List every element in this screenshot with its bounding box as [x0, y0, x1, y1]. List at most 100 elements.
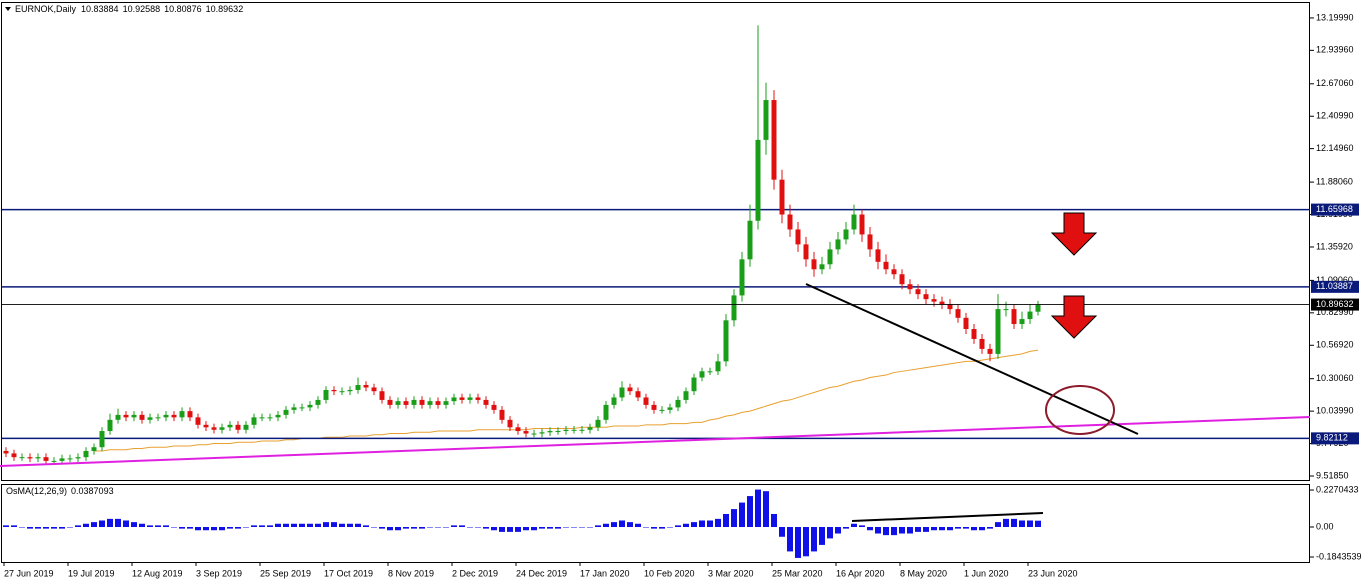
- histogram-bar: [323, 522, 329, 527]
- histogram-bar: [675, 525, 681, 527]
- candle-body: [939, 301, 945, 305]
- x-tick-label: 17 Jan 2020: [580, 568, 630, 578]
- histogram-bar: [755, 489, 761, 527]
- candle-body: [315, 399, 321, 405]
- candle-body: [843, 229, 849, 240]
- histogram-bar: [123, 520, 129, 527]
- histogram-bar: [211, 527, 217, 531]
- indicator-header: OsMA(12,26,9) 0.0387093: [6, 486, 114, 496]
- candle-body: [275, 414, 281, 418]
- histogram-bar: [371, 527, 377, 528]
- candle-body: [251, 417, 257, 425]
- histogram-bar: [67, 527, 73, 528]
- histogram-bar: [483, 527, 489, 529]
- histogram-bar: [651, 527, 657, 529]
- candle-body: [723, 320, 729, 362]
- candle-body: [587, 427, 593, 430]
- down-arrow: [1050, 295, 1098, 339]
- candle-body: [483, 399, 489, 405]
- candle-body: [19, 457, 25, 459]
- histogram-bar: [411, 527, 417, 529]
- candle-body: [75, 457, 81, 459]
- histogram-bar: [707, 520, 713, 527]
- trendline-black: [805, 283, 1139, 435]
- candle-body: [875, 249, 881, 262]
- candle-body: [571, 429, 577, 431]
- main-plot-frame: [1, 2, 1310, 481]
- x-tick-label: 24 Dec 2019: [516, 568, 567, 578]
- histogram-bar: [267, 525, 273, 527]
- chart-header: EURNOK,Daily 10.83884 10.92588 10.80876 10.8…: [15, 4, 243, 14]
- histogram-bar: [299, 523, 305, 527]
- x-tick-label: 19 Jul 2019: [68, 568, 115, 578]
- candle-body: [323, 389, 329, 400]
- histogram-bar: [731, 509, 737, 527]
- histogram-bar: [491, 527, 497, 531]
- x-tick-label: 3 Mar 2020: [708, 568, 754, 578]
- histogram-bar: [347, 523, 353, 527]
- histogram-bar: [779, 527, 785, 537]
- histogram-bar: [1003, 518, 1009, 527]
- histogram-bar: [115, 518, 121, 527]
- candle-body: [595, 419, 601, 428]
- candle-body: [419, 399, 425, 405]
- x-tick-label: 10 Feb 2020: [644, 568, 695, 578]
- histogram-bar: [827, 527, 833, 539]
- candle-body: [539, 432, 545, 434]
- histogram-bar: [83, 523, 89, 527]
- histogram-bar: [91, 522, 97, 527]
- candle-body: [555, 431, 561, 433]
- candle-body: [283, 409, 289, 415]
- histogram-bar: [435, 527, 441, 528]
- candle-body: [27, 457, 33, 459]
- header-icon: [5, 7, 11, 11]
- histogram-bar: [315, 523, 321, 527]
- histogram-bar: [1019, 520, 1025, 527]
- candle-body: [467, 397, 473, 400]
- x-tick-label: 12 Aug 2019: [132, 568, 183, 578]
- candle-body: [83, 450, 89, 458]
- candle-body: [443, 401, 449, 405]
- candle-body: [779, 179, 785, 215]
- candle-body: [1011, 309, 1017, 325]
- histogram-bar: [963, 527, 969, 529]
- histogram-bar: [379, 527, 385, 529]
- x-tick-label: 8 Nov 2019: [388, 568, 434, 578]
- candle-body: [475, 397, 481, 400]
- histogram-bar: [867, 527, 873, 531]
- histogram-bar: [971, 527, 977, 531]
- y-tick-label: 11.88060: [1316, 176, 1353, 186]
- histogram-bar: [667, 527, 673, 528]
- open-value: 10.83884: [81, 4, 119, 14]
- candle-body: [131, 414, 137, 418]
- histogram-bar: [611, 522, 617, 527]
- candle-body: [691, 377, 697, 392]
- candle-body: [811, 259, 817, 270]
- histogram-bar: [891, 527, 897, 536]
- candle-body: [11, 453, 17, 458]
- histogram-bar: [467, 527, 473, 528]
- trendline-magenta: [0, 416, 1311, 467]
- y-tick-label: 9.51850: [1316, 470, 1349, 480]
- candle-body: [971, 329, 977, 339]
- candle-body: [435, 401, 441, 405]
- candle-body: [603, 404, 609, 420]
- candle-body: [243, 424, 249, 430]
- histogram-bar: [307, 523, 313, 527]
- histogram-bar: [771, 513, 777, 527]
- candle-body: [267, 417, 273, 419]
- histogram-bar: [395, 527, 401, 531]
- histogram-bar: [459, 525, 465, 527]
- histogram-bar: [835, 527, 841, 534]
- histogram-bar: [947, 527, 953, 531]
- candle-body: [387, 399, 393, 405]
- histogram-bar: [563, 527, 569, 528]
- histogram-bar: [643, 527, 649, 528]
- histogram-bar: [339, 523, 345, 527]
- candle-body: [67, 458, 73, 460]
- candle-body: [979, 338, 985, 349]
- histogram-bar: [539, 527, 545, 529]
- histogram-bar: [219, 527, 225, 531]
- candle-body: [1027, 311, 1033, 320]
- histogram-bar: [795, 527, 801, 558]
